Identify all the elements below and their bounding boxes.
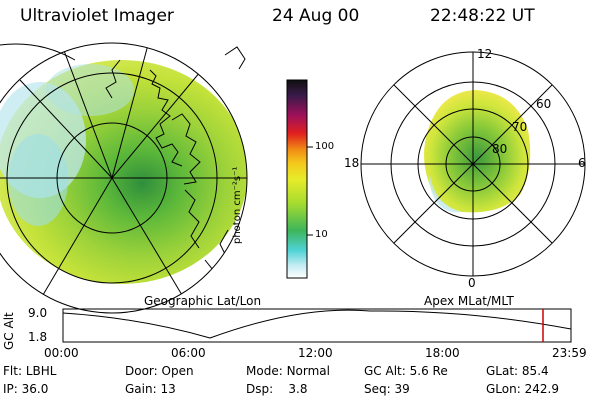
geographic-map — [0, 42, 248, 314]
dsp-field: Dsp: 3.8 — [246, 382, 308, 396]
gain-field: Gain: 13 — [125, 382, 176, 396]
colorbar-unit-label: photon cm⁻²s⁻¹ — [232, 166, 243, 244]
seq-field: Seq: 39 — [364, 382, 410, 396]
altitude-plot — [62, 308, 572, 343]
colorbar-tick-10: 10 — [315, 229, 328, 240]
geographic-panel-label: Geographic Lat/Lon — [144, 294, 262, 308]
mlt-label-6: 6 — [578, 156, 586, 170]
gc-alt-field: GC Alt: 5.6 Re — [364, 364, 448, 378]
time-tick-0600: 06:00 — [171, 346, 206, 360]
aurora-image-polar — [424, 90, 531, 213]
altitude-curve — [62, 309, 572, 339]
instrument-title: Ultraviolet Imager — [20, 6, 174, 26]
apex-panel-label: Apex MLat/MLT — [424, 294, 514, 308]
time-label: 22:48:22 UT — [430, 6, 535, 26]
time-tick-0000: 00:00 — [44, 346, 79, 360]
time-tick-2359: 23:59 — [552, 346, 587, 360]
date-label: 24 Aug 00 — [272, 6, 360, 26]
altitude-ytick-1-8: 1.8 — [28, 330, 48, 344]
polar-plot — [360, 51, 586, 277]
altitude-ytick-9: 9.0 — [28, 306, 48, 320]
mlt-label-18: 18 — [344, 156, 360, 170]
glat-field: GLat: 85.4 — [486, 364, 549, 378]
lat-label-80: 80 — [492, 142, 508, 156]
door-field: Door: Open — [125, 364, 194, 378]
mlt-label-0: 0 — [468, 276, 476, 290]
glon-field: GLon: 242.9 — [486, 382, 559, 396]
ip-field: IP: 36.0 — [3, 382, 49, 396]
lat-label-60: 60 — [536, 97, 552, 111]
colorbar — [286, 79, 313, 279]
time-tick-1200: 12:00 — [298, 346, 333, 360]
altitude-ylabel: GC Alt — [2, 312, 16, 350]
colorbar-tick-100: 100 — [315, 141, 335, 152]
filter-field: Flt: LBHL — [3, 364, 57, 378]
mode-field: Mode: Normal — [246, 364, 330, 378]
lat-label-70: 70 — [512, 120, 528, 134]
time-tick-1800: 18:00 — [425, 346, 460, 360]
mlt-label-12: 12 — [477, 47, 493, 61]
latlon-grid — [0, 43, 247, 301]
